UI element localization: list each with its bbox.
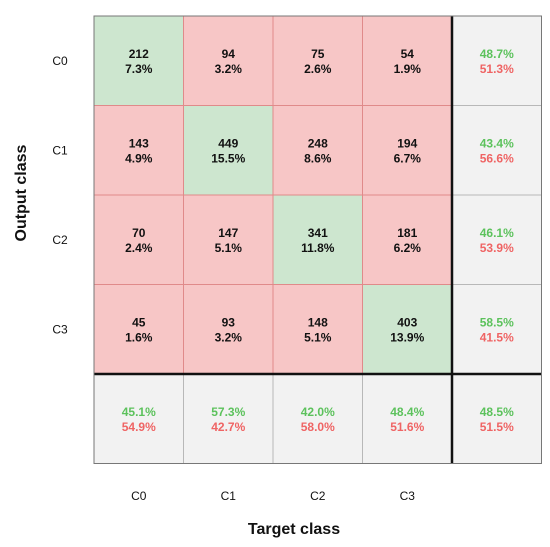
cell-r3-c2 (272, 284, 363, 375)
column-summary-0-incorrect: 54.9% (122, 420, 156, 434)
cell-percent-r2-c1: 5.1% (215, 241, 243, 255)
cell-count-r1-c0: 143 (129, 136, 149, 150)
cell-r3-c3 (362, 284, 453, 375)
column-summary-2 (272, 373, 363, 464)
x-tick-label-1: C1 (221, 489, 237, 503)
x-tick-label-2: C2 (310, 489, 326, 503)
cell-count-r0-c0: 212 (129, 47, 149, 61)
cell-count-r3-c0: 45 (132, 315, 146, 329)
column-summary-0 (93, 373, 184, 464)
cell-count-r1-c3: 194 (397, 136, 417, 150)
overall-summary-incorrect: 51.5% (480, 420, 514, 434)
cell-percent-r0-c3: 1.9% (394, 62, 422, 76)
cell-count-r0-c3: 54 (401, 47, 415, 61)
cell-count-r2-c1: 147 (218, 226, 238, 240)
cell-r2-c3 (362, 194, 453, 285)
cell-count-r3-c3: 403 (397, 315, 417, 329)
cell-count-r2-c0: 70 (132, 226, 146, 240)
cell-r0-c1 (183, 15, 274, 106)
cell-count-r0-c2: 75 (311, 47, 325, 61)
row-summary-2-correct: 46.1% (480, 226, 514, 240)
row-summary-1 (451, 105, 542, 196)
row-summary-0-correct: 48.7% (480, 47, 514, 61)
cell-r1-c3 (362, 105, 453, 196)
row-summary-1-incorrect: 56.6% (480, 151, 514, 165)
column-summary-1-incorrect: 42.7% (211, 420, 245, 434)
y-tick-label-0: C0 (52, 54, 68, 68)
column-summary-2-correct: 42.0% (301, 405, 335, 419)
row-summary-0-incorrect: 51.3% (480, 62, 514, 76)
cell-percent-r1-c2: 8.6% (304, 151, 332, 165)
row-summary-3-correct: 58.5% (480, 315, 514, 329)
row-summary-2 (451, 194, 542, 285)
column-summary-3 (362, 373, 453, 464)
cell-count-r1-c1: 449 (218, 136, 238, 150)
cell-r1-c0 (93, 105, 184, 196)
row-summary-0 (451, 15, 542, 106)
column-summary-1 (183, 373, 274, 464)
y-tick-label-1: C1 (52, 143, 68, 157)
row-summary-3 (451, 284, 542, 375)
column-summary-1-correct: 57.3% (211, 405, 245, 419)
x-axis-label: Target class (248, 521, 340, 538)
y-axis-label: Output class (13, 144, 30, 241)
cell-percent-r2-c0: 2.4% (125, 241, 153, 255)
matrix-cells: 2127.3%943.2%752.6%541.9%1434.9%44915.5%… (93, 15, 453, 375)
column-summary-3-correct: 48.4% (390, 405, 424, 419)
cell-r0-c2 (272, 15, 363, 106)
cell-percent-r2-c2: 11.8% (301, 241, 335, 255)
overall-summary (451, 373, 542, 464)
cell-percent-r0-c2: 2.6% (304, 62, 332, 76)
cell-percent-r0-c0: 7.3% (125, 62, 153, 76)
column-summary-3-incorrect: 51.6% (390, 420, 424, 434)
cell-r0-c0 (93, 15, 184, 106)
cell-r2-c1 (183, 194, 274, 285)
matrix-border (93, 15, 542, 464)
cell-percent-r3-c2: 5.1% (304, 330, 332, 344)
summary-cells: 48.7%51.3% 43.4%56.6% 46.1%53.9% 58.5%41.5%… (93, 15, 542, 464)
row-summary-3-incorrect: 41.5% (480, 330, 514, 344)
cell-r3-c1 (183, 284, 274, 375)
cell-percent-r1-c0: 4.9% (125, 151, 153, 165)
column-summary-0-correct: 45.1% (122, 405, 156, 419)
cell-count-r1-c2: 248 (308, 136, 328, 150)
gridlines (93, 15, 542, 464)
cell-percent-r1-c1: 15.5% (211, 151, 245, 165)
x-tick-label-0: C0 (131, 489, 147, 503)
cell-r1-c1 (183, 105, 274, 196)
cell-r2-c2 (272, 194, 363, 285)
cell-percent-r2-c3: 6.2% (394, 241, 422, 255)
cell-r3-c0 (93, 284, 184, 375)
cell-percent-r3-c1: 3.2% (215, 330, 243, 344)
cell-count-r3-c1: 93 (222, 315, 236, 329)
cell-percent-r3-c0: 1.6% (125, 330, 153, 344)
column-summary-2-incorrect: 58.0% (301, 420, 335, 434)
cell-count-r3-c2: 148 (308, 315, 328, 329)
cell-r1-c2 (272, 105, 363, 196)
y-tick-label-3: C3 (52, 322, 68, 336)
overall-summary-correct: 48.5% (480, 405, 514, 419)
row-summary-2-incorrect: 53.9% (480, 241, 514, 255)
row-summary-1-correct: 43.4% (480, 136, 514, 150)
cell-count-r2-c3: 181 (397, 226, 417, 240)
cell-r2-c0 (93, 194, 184, 285)
y-tick-label-2: C2 (52, 233, 68, 247)
cell-percent-r0-c1: 3.2% (215, 62, 243, 76)
cell-percent-r1-c3: 6.7% (394, 151, 422, 165)
x-tick-label-3: C3 (400, 489, 416, 503)
cell-count-r2-c2: 341 (308, 226, 328, 240)
tick-labels: C0 C1 C2 C3 C0 C1 C2 C3 (52, 54, 415, 503)
cell-percent-r3-c3: 13.9% (390, 330, 424, 344)
cell-count-r0-c1: 94 (222, 47, 236, 61)
cell-r0-c3 (362, 15, 453, 106)
